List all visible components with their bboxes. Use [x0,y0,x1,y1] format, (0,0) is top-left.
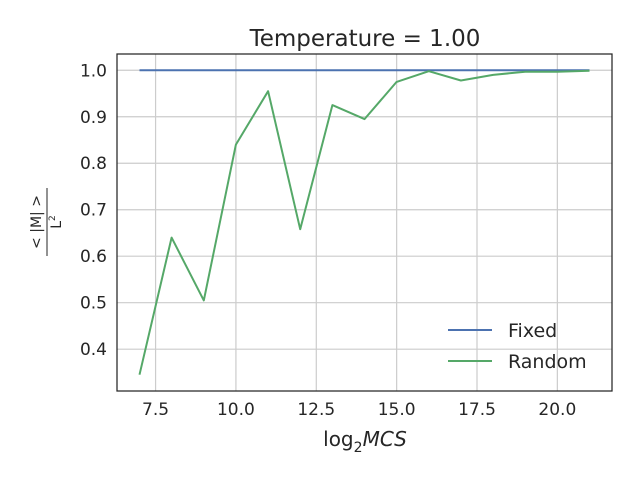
y-tick-label: 0.8 [80,154,107,174]
y-tick-label: 0.5 [80,294,107,314]
y-tick-label: 0.6 [80,247,107,267]
y-axis-label-den-sup: 2 [48,215,58,221]
series-line-random [138,69,590,375]
plot-frame [116,53,613,392]
x-tick-labels: 7.5 10.0 12.5 15.0 17.5 20.0 [142,400,576,420]
chart-title: Temperature = 1.00 [249,26,481,52]
x-tick-label: 20.0 [538,400,576,420]
y-tick-label: 0.7 [80,201,107,221]
y-tick-label: 0.9 [80,108,107,128]
y-tick-label: 1.0 [80,61,107,81]
x-tick-label: 17.5 [458,400,496,420]
legend-label-fixed: Fixed [508,320,557,342]
legend-label-random: Random [508,351,587,373]
x-tick-label: 15.0 [378,400,416,420]
x-axis-label-sub: 2 [354,440,363,456]
x-axis-label: log2MCS [323,427,407,456]
y-tick-labels: 0.4 0.5 0.6 0.7 0.8 0.9 1.0 [80,61,107,360]
y-tick-label: 0.4 [80,340,107,360]
x-axis-label-base: log [323,427,354,451]
y-axis-label: < |M| > L2 [29,188,65,256]
y-axis-label-den-base: L [49,221,65,229]
x-tick-label: 7.5 [142,400,169,420]
series-lines [138,69,590,375]
x-axis-label-var: MCS [363,427,408,451]
x-tick-label: 10.0 [217,400,255,420]
x-tick-label: 12.5 [297,400,335,420]
y-axis-label-numerator: < |M| > [29,195,45,249]
legend: Fixed Random [448,320,587,373]
y-axis-label-denominator: L2 [48,215,65,229]
